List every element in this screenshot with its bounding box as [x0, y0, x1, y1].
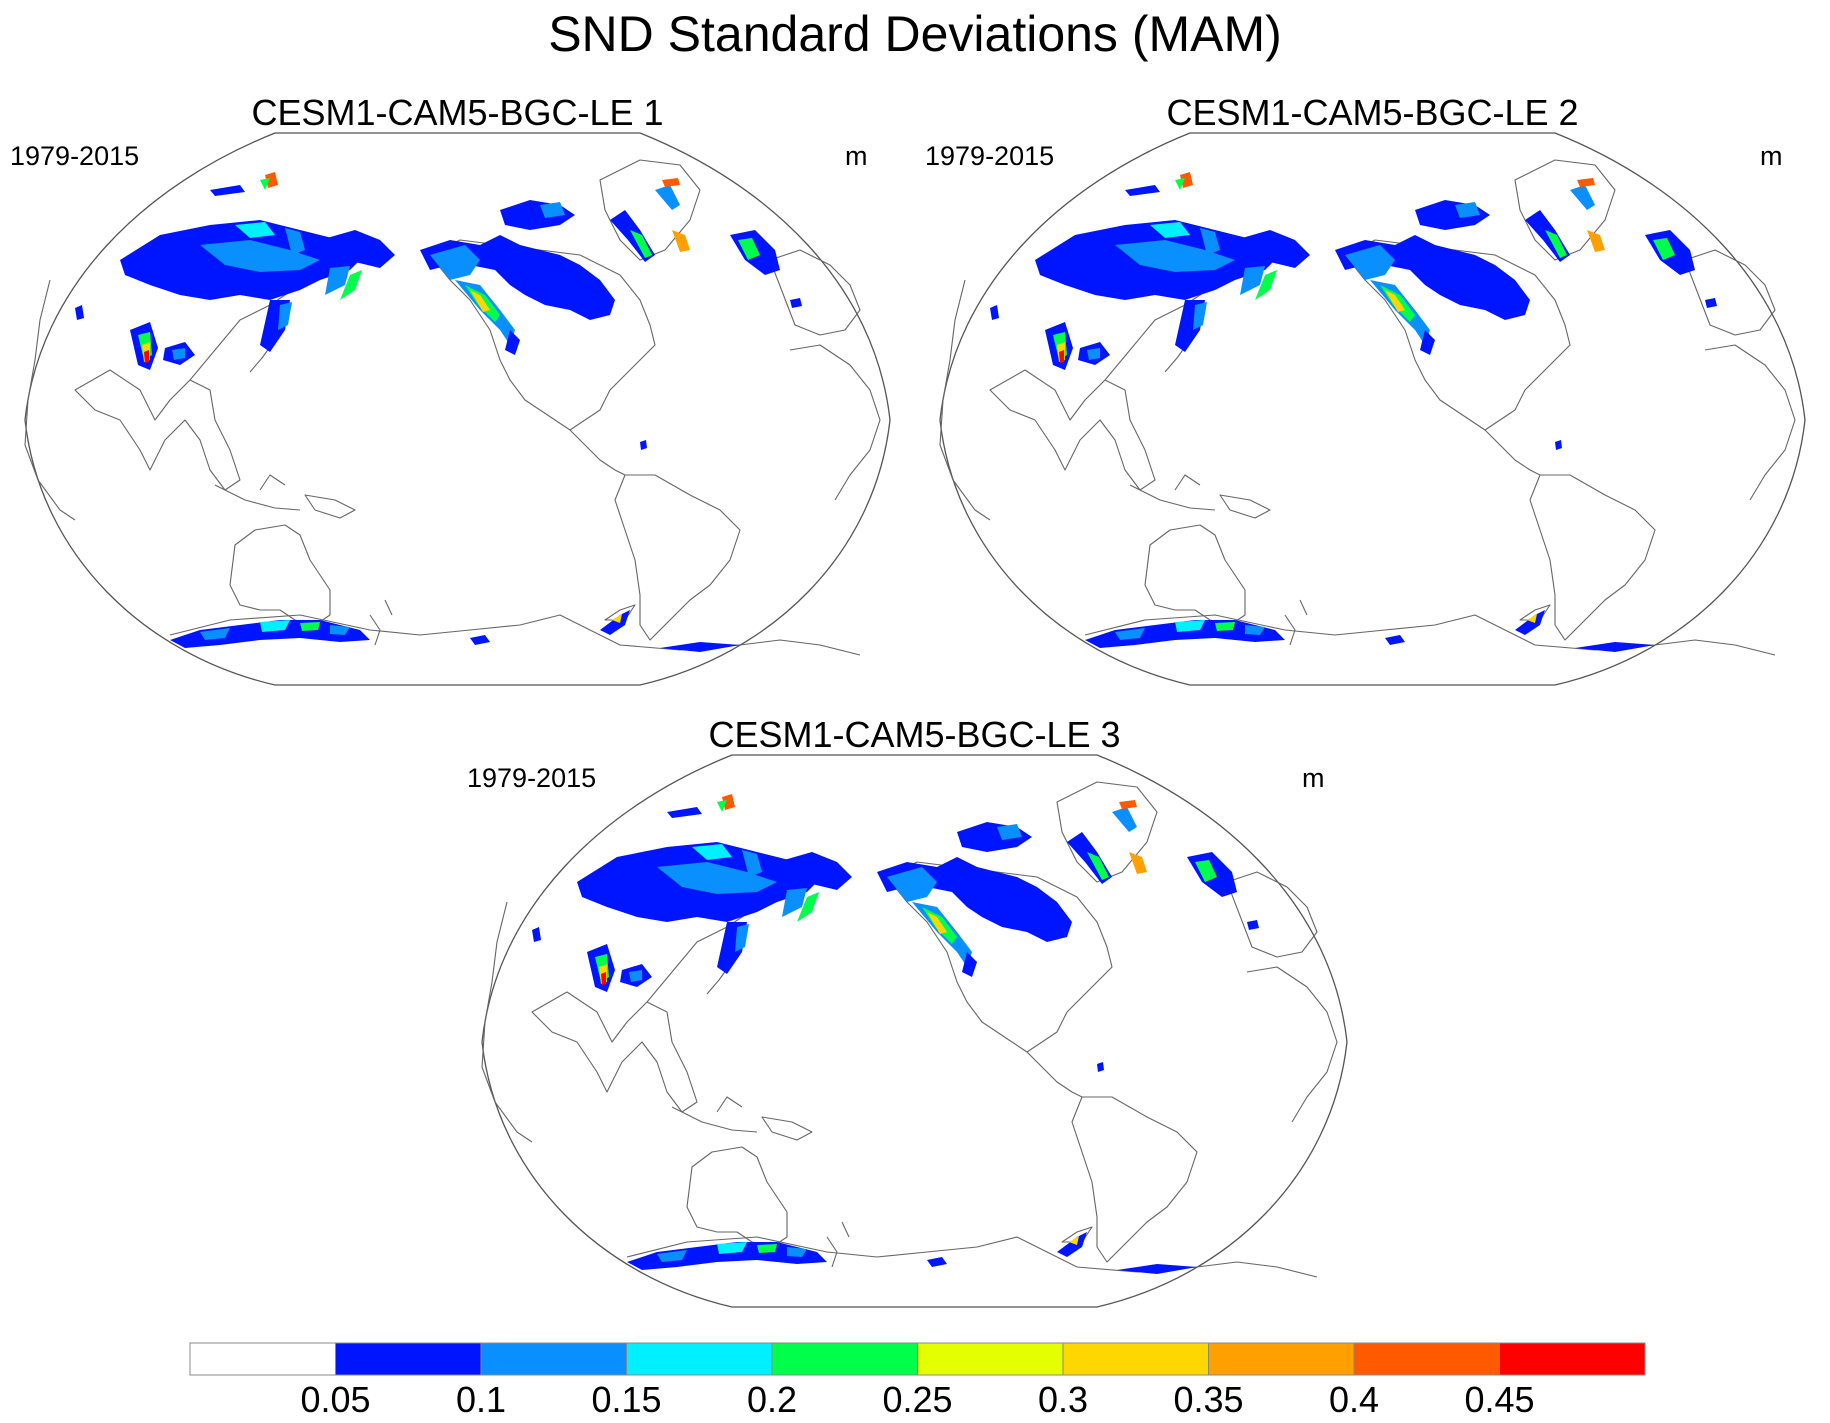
world-map-3 — [457, 712, 1372, 1332]
colorbar-swatch — [189, 1342, 336, 1376]
colorbar-tick-label: 0.05 — [300, 1379, 371, 1420]
colorbar-tick-label: 0.1 — [455, 1379, 507, 1420]
colorbar-swatch — [335, 1342, 482, 1376]
colorbar-swatch — [1499, 1342, 1646, 1376]
colorbar-tick-label: 0.4 — [1328, 1379, 1380, 1420]
map-panel-1: CESM1-CAM5-BGC-LE 1 1979-2015 m — [0, 90, 915, 710]
colorbar-tick-label: 0.3 — [1037, 1379, 1089, 1420]
panel-units: m — [1302, 763, 1325, 793]
colorbar-tick-label: 0.15 — [591, 1379, 662, 1420]
colorbar-tick-label: 0.35 — [1173, 1379, 1244, 1420]
world-map-1 — [0, 90, 915, 710]
panel-period: 1979-2015 — [925, 141, 1055, 171]
colorbar-swatch — [917, 1342, 1064, 1376]
panel-period: 1979-2015 — [10, 141, 140, 171]
colorbar-tick-label: 0.45 — [1464, 1379, 1535, 1420]
colorbar-tick-label: 0.2 — [746, 1379, 798, 1420]
panel-title: CESM1-CAM5-BGC-LE 2 — [1166, 92, 1579, 133]
panel-title: CESM1-CAM5-BGC-LE 1 — [251, 92, 664, 133]
figure-title: SND Standard Deviations (MAM) — [548, 6, 1282, 62]
colorbar-swatch — [1208, 1342, 1355, 1376]
colorbar-swatch — [626, 1342, 773, 1376]
panel-units: m — [1760, 141, 1783, 171]
world-map-2 — [915, 90, 1830, 710]
panel-title: CESM1-CAM5-BGC-LE 3 — [708, 714, 1121, 755]
colorbar-swatch — [1353, 1342, 1500, 1376]
map-panel-3: CESM1-CAM5-BGC-LE 3 1979-2015 m — [457, 712, 1372, 1332]
colorbar-swatch — [771, 1342, 918, 1376]
colorbar-tick-label: 0.25 — [882, 1379, 953, 1420]
colorbar-swatch — [1062, 1342, 1209, 1376]
map-panel-2: CESM1-CAM5-BGC-LE 2 1979-2015 m — [915, 90, 1830, 710]
panel-units: m — [845, 141, 868, 171]
panel-period: 1979-2015 — [467, 763, 597, 793]
colorbar-swatch — [480, 1342, 627, 1376]
